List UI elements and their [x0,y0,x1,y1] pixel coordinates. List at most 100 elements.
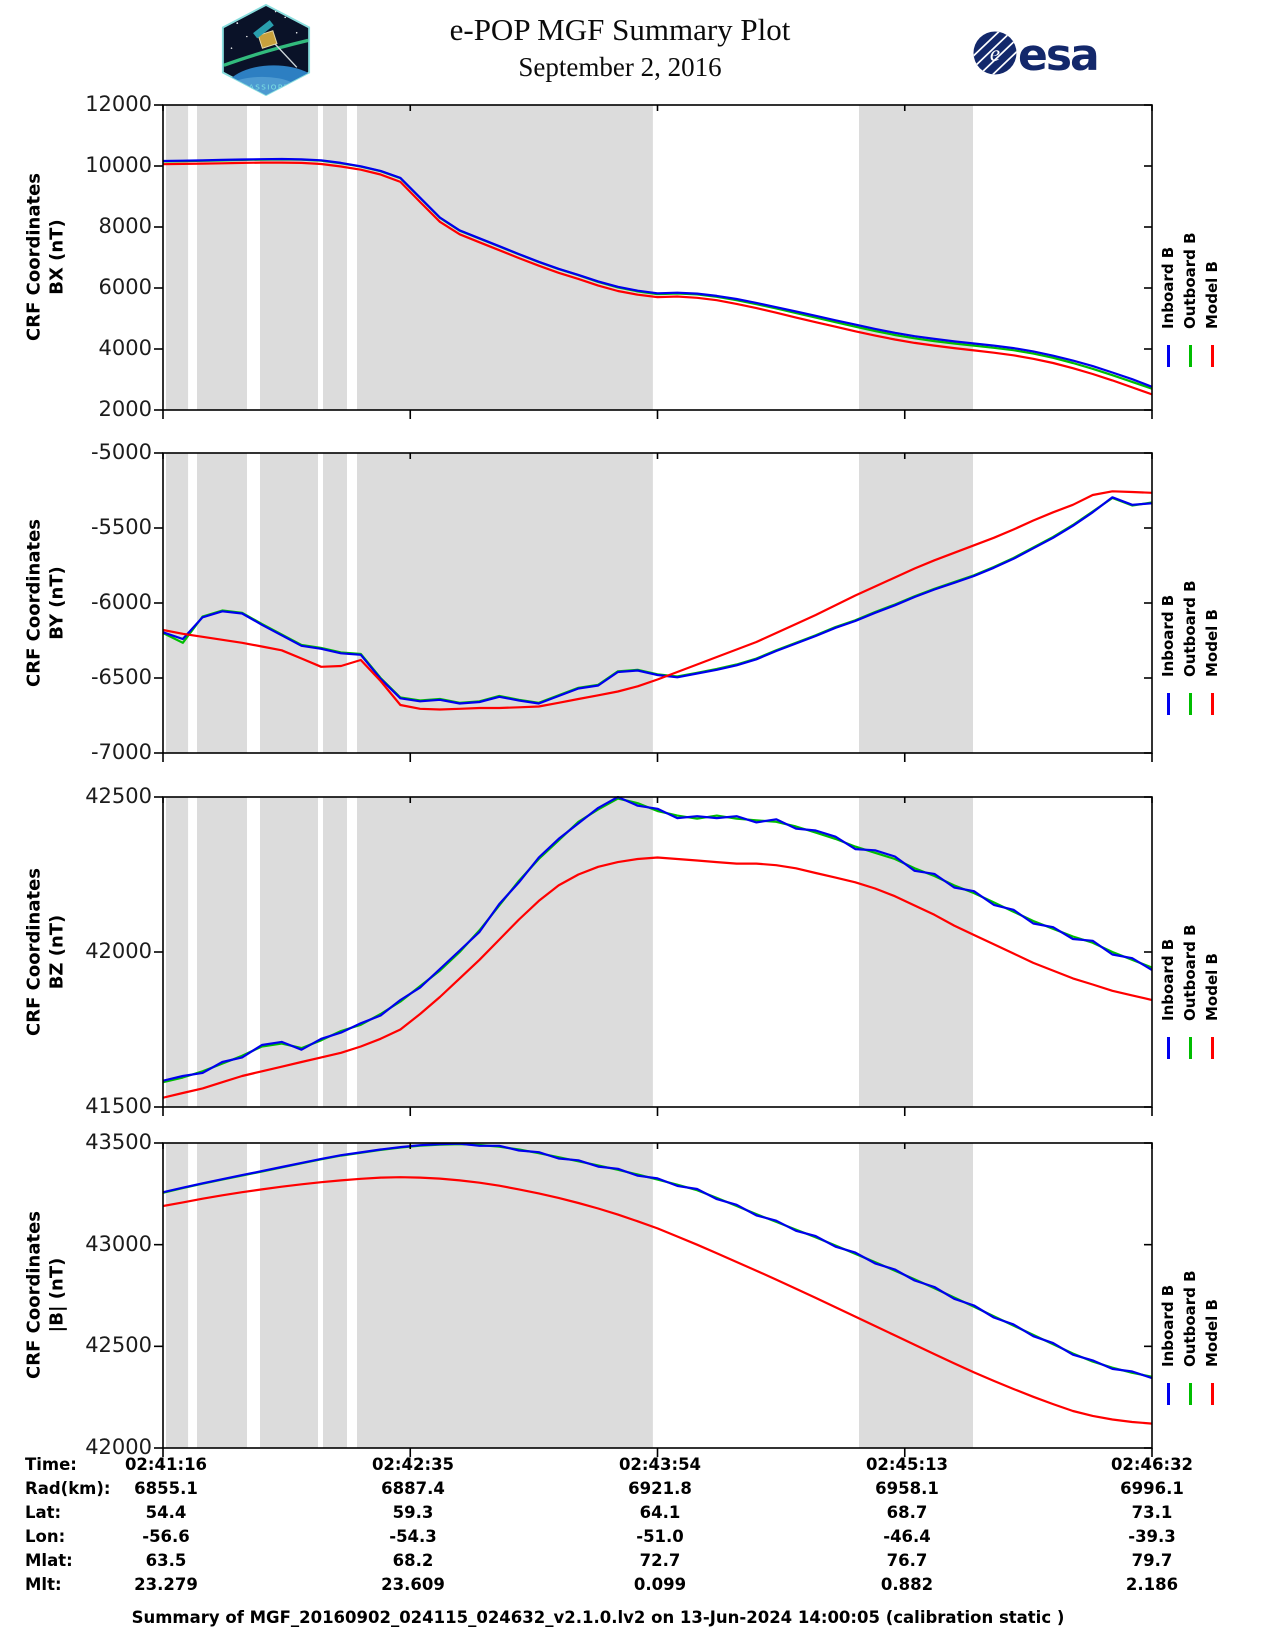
esa-globe-icon [973,31,1017,75]
mlat-value: 63.5 [145,1551,187,1570]
table-row-time: Time: 02:41:16 02:42:35 02:43:54 02:45:1… [0,1455,1275,1479]
lat-value: 54.4 [145,1503,187,1522]
legend-label-outboard: Outboard B [1181,580,1199,677]
shaded-interval [357,453,653,753]
legend-panel-2: Inboard B Outboard B Model B [1157,535,1223,715]
shaded-interval [323,797,347,1107]
legend-swatch-outboard-icon [1188,693,1192,715]
lon-value: -51.0 [636,1527,684,1546]
patch-aurora [223,38,309,67]
legend-label-outboard: Outboard B [1181,924,1199,1021]
y-tick-label: 4000 [98,336,152,360]
lat-value: 59.3 [392,1503,434,1522]
shaded-interval [859,1143,973,1448]
lon-value: -46.4 [883,1527,931,1546]
legend-label-model: Model B [1203,953,1221,1021]
legend-label-inboard: Inboard B [1159,246,1177,329]
rad-value: 6996.1 [1120,1479,1184,1498]
legend-label-outboard: Outboard B [1181,232,1199,329]
esa-wordmark: esa [1018,30,1098,80]
rad-value: 6855.1 [134,1479,198,1498]
row-label: Lat: [25,1503,62,1522]
mlt-value: 23.609 [381,1575,445,1594]
legend-swatch-model-icon [1210,693,1214,715]
mlat-value: 68.2 [392,1551,434,1570]
legend-swatch-outboard-icon [1188,1037,1192,1059]
shaded-interval [260,105,318,410]
y-tick-label: 6000 [98,275,152,299]
esa-globe-e: e [990,41,1000,66]
mlt-value: 0.099 [633,1575,687,1594]
page-subtitle: September 2, 2016 [518,52,722,82]
shaded-interval [859,105,973,410]
time-value: 02:46:32 [1110,1455,1194,1474]
table-row-lon: Lon: -56.6 -54.3 -51.0 -46.4 -39.3 [0,1527,1275,1551]
y-tick-label: -7000 [90,740,152,764]
legend-swatch-model-icon [1210,345,1214,367]
shaded-interval [357,1143,653,1448]
legend-swatch-inboard-icon [1166,693,1170,715]
shaded-interval [197,797,247,1107]
lat-value: 68.7 [886,1503,928,1522]
legend-label-model: Model B [1203,609,1221,677]
page-title: e-POP MGF Summary Plot [449,12,791,47]
shaded-interval [859,453,973,753]
row-label: Rad(km): [25,1479,111,1498]
table-row-rad: Rad(km): 6855.1 6887.4 6921.8 6958.1 699… [0,1479,1275,1503]
lat-value: 64.1 [639,1503,681,1522]
row-label: Time: [25,1455,77,1474]
legend-swatch-outboard-icon [1188,345,1192,367]
time-value: 02:41:16 [124,1455,208,1474]
shaded-interval [357,797,653,1107]
lon-value: -56.6 [142,1527,190,1546]
legend-panel-1: Inboard B Outboard B Model B [1157,187,1223,367]
time-value: 02:45:13 [865,1455,949,1474]
mlat-value: 76.7 [886,1551,928,1570]
mlat-value: 72.7 [639,1551,681,1570]
patch-satellite [253,20,298,68]
series-inboard-b-panel-1 [163,157,1152,388]
series-model-b-panel-3 [163,856,1152,1099]
shaded-interval [357,105,653,410]
mlt-value: 23.279 [134,1575,198,1594]
table-row-mlt: Mlt: 23.279 23.609 0.099 0.882 2.186 [0,1575,1275,1599]
summary-footnote: Summary of MGF_20160902_024115_024632_v2… [131,1608,1065,1627]
shaded-interval [323,105,347,410]
y-tick-label: 42000 [85,939,152,963]
series-model-b-panel-1 [163,161,1152,396]
esa-logo: e esa [973,30,1100,80]
legend-label-model: Model B [1203,1299,1221,1367]
y-axis-title-bx: CRF Coordinates BX (nT) [23,173,68,341]
row-label: Mlt: [25,1575,62,1594]
legend-swatch-inboard-icon [1166,1037,1170,1059]
table-row-lat: Lat: 54.4 59.3 64.1 68.7 73.1 [0,1503,1275,1527]
legend-label-inboard: Inboard B [1159,938,1177,1021]
y-tick-label: -5000 [90,440,152,464]
series-model-b-panel-2 [163,490,1152,711]
series-inboard-b-panel-2 [163,496,1152,705]
lon-value: -39.3 [1128,1527,1176,1546]
legend-label-inboard: Inboard B [1159,1284,1177,1367]
shaded-interval [260,453,318,753]
mlt-value: 0.882 [880,1575,934,1594]
cassiope-mission-patch: CASSIOPE [221,4,311,96]
table-row-mlat: Mlat: 63.5 68.2 72.7 76.7 79.7 [0,1551,1275,1575]
shaded-interval [166,797,189,1107]
shaded-interval [166,105,189,410]
lat-value: 73.1 [1131,1503,1173,1522]
mlat-value: 79.7 [1131,1551,1173,1570]
y-tick-label: 42000 [85,1435,152,1459]
shaded-interval [197,453,247,753]
y-tick-label: 43500 [85,1130,152,1154]
rad-value: 6958.1 [875,1479,939,1498]
time-value: 02:43:54 [618,1455,702,1474]
mlt-value: 2.186 [1125,1575,1179,1594]
y-tick-label: 41500 [85,1094,152,1118]
time-value: 02:42:35 [371,1455,455,1474]
legend-swatch-inboard-icon [1166,345,1170,367]
row-label: Lon: [25,1527,66,1546]
patch-mission-name: CASSIOPE [242,82,289,91]
rad-value: 6887.4 [381,1479,445,1498]
